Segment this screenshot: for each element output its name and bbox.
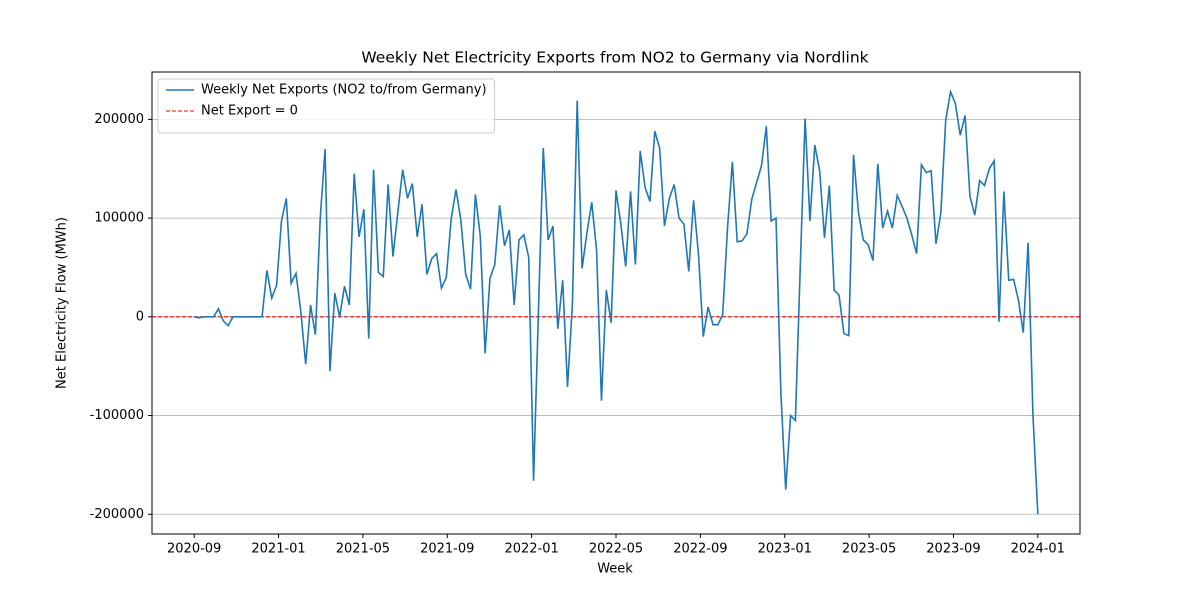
x-tick-label: 2022-09 [673,542,727,557]
x-tick-label: 2023-05 [842,542,896,557]
plot-frame [151,71,1081,535]
y-tick-label: 200000 [94,112,144,127]
x-tick-label: 2024-01 [1011,542,1065,557]
y-tick-label: 0 [136,309,144,324]
x-tick-label: 2021-05 [336,542,390,557]
x-tick-label: 2023-09 [926,542,980,557]
x-tick-label: 2021-09 [420,542,474,557]
legend-box [157,78,496,134]
x-tick-label: 2023-01 [758,542,812,557]
legend-label: Weekly Net Exports (NO2 to/from Germany) [201,83,487,98]
x-axis-label: Week [597,562,633,577]
y-tick-label: -200000 [90,507,144,522]
legend-label: Net Export = 0 [201,104,298,119]
y-tick-label: -100000 [90,408,144,423]
y-tick-label: 100000 [94,211,144,226]
x-tick-label: 2022-05 [589,542,643,557]
chart-title: Weekly Net Electricity Exports from NO2 … [361,49,868,67]
x-tick-label: 2021-01 [251,542,305,557]
x-tick-label: 2020-09 [167,542,221,557]
data-line [194,88,1039,515]
x-tick-label: 2022-01 [504,542,558,557]
y-axis-label: Net Electricity Flow (MWh) [55,217,70,389]
